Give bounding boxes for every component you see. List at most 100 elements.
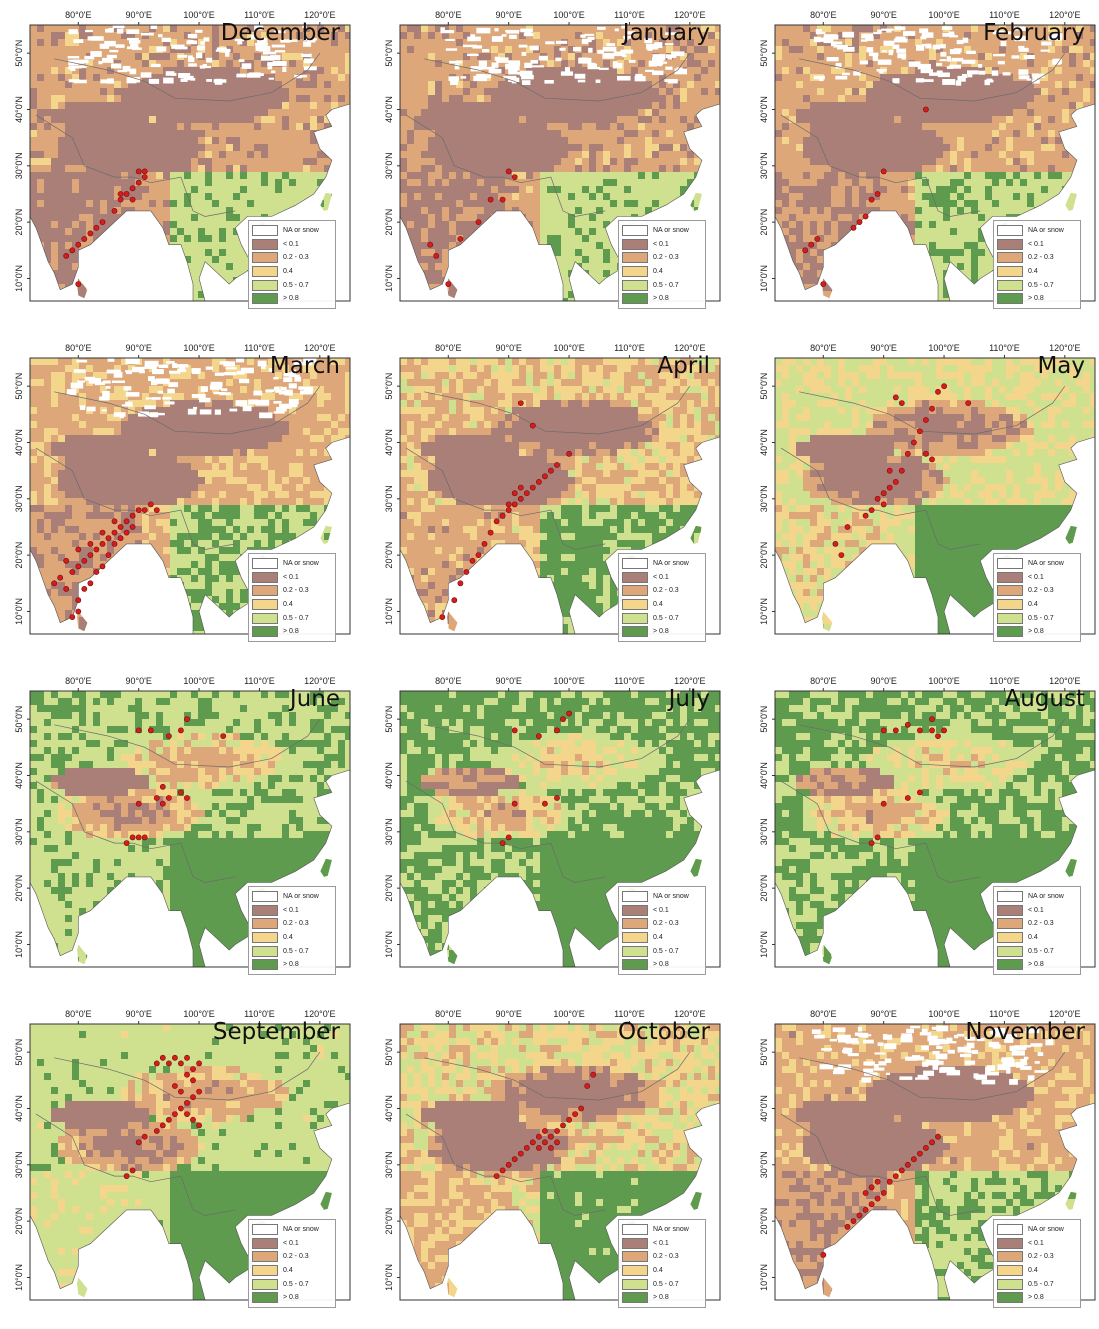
latitude-label: 30°0'N xyxy=(384,1151,394,1178)
legend-swatch xyxy=(622,959,648,970)
occurrence-point xyxy=(64,253,69,258)
legend-label: 0.4 xyxy=(653,601,663,608)
legend-swatch xyxy=(997,252,1023,263)
longitude-label: 100°0'E xyxy=(928,343,959,353)
legend-swatch xyxy=(997,239,1023,250)
month-title: September xyxy=(213,1019,340,1045)
legend-item: 0.5 - 0.7 xyxy=(622,278,702,292)
occurrence-point xyxy=(488,530,493,535)
latitude-label: 50°0'N xyxy=(759,373,769,400)
occurrence-point xyxy=(184,1055,189,1060)
longitude-label: 120°0'E xyxy=(304,343,335,353)
occurrence-point xyxy=(166,1061,171,1066)
occurrence-point xyxy=(190,1117,195,1122)
occurrence-point xyxy=(554,728,559,733)
occurrence-point xyxy=(82,236,87,241)
legend-item: > 0.8 xyxy=(252,625,332,639)
longitude-label: 100°0'E xyxy=(553,343,584,353)
month-title: March xyxy=(270,353,340,379)
legend-label: NA or snow xyxy=(1028,893,1064,900)
legend-item: NA or snow xyxy=(622,1223,702,1237)
occurrence-point xyxy=(554,795,559,800)
longitude-label: 110°0'E xyxy=(614,676,645,686)
legend-swatch xyxy=(997,1251,1023,1262)
legend-item: 0.5 - 0.7 xyxy=(997,278,1077,292)
occurrence-point xyxy=(100,541,105,546)
occurrence-point xyxy=(899,401,904,406)
legend-swatch xyxy=(997,891,1023,902)
legend-item: < 0.1 xyxy=(622,904,702,918)
legend-item: 0.4 xyxy=(997,1264,1077,1278)
legend-label: 0.2 - 0.3 xyxy=(283,920,309,927)
month-title: June xyxy=(290,686,340,712)
legend-label: > 0.8 xyxy=(283,295,299,302)
legend-item: > 0.8 xyxy=(997,958,1077,972)
longitude-label: 80°0'E xyxy=(810,343,836,353)
legend-label: < 0.1 xyxy=(653,1240,669,1247)
occurrence-point xyxy=(917,728,922,733)
legend-swatch xyxy=(997,1265,1023,1276)
occurrence-point xyxy=(942,384,947,389)
occurrence-point xyxy=(875,191,880,196)
legend-item: > 0.8 xyxy=(622,292,702,306)
legend-swatch xyxy=(997,558,1023,569)
longitude-label: 90°0'E xyxy=(126,1009,152,1019)
legend-label: < 0.1 xyxy=(653,241,669,248)
legend-item: > 0.8 xyxy=(622,1291,702,1305)
legend-item: 0.5 - 0.7 xyxy=(252,278,332,292)
legend-item: 0.5 - 0.7 xyxy=(252,944,332,958)
occurrence-point xyxy=(166,1117,171,1122)
legend-label: NA or snow xyxy=(283,1226,319,1233)
occurrence-point xyxy=(833,541,838,546)
occurrence-point xyxy=(76,282,81,287)
latitude-label: 50°0'N xyxy=(14,40,24,67)
occurrence-point xyxy=(446,282,451,287)
occurrence-point xyxy=(500,513,505,518)
longitude-label: 80°0'E xyxy=(435,676,461,686)
longitude-label: 90°0'E xyxy=(496,676,522,686)
legend-swatch xyxy=(622,946,648,957)
legend-item: < 0.1 xyxy=(997,238,1077,252)
latitude-label: 20°0'N xyxy=(759,209,769,236)
occurrence-point xyxy=(76,547,81,552)
occurrence-point xyxy=(500,1168,505,1173)
occurrence-point xyxy=(190,1067,195,1072)
occurrence-point xyxy=(172,1083,177,1088)
occurrence-point xyxy=(530,423,535,428)
legend-label: 0.5 - 0.7 xyxy=(283,948,309,955)
latitude-label: 50°0'N xyxy=(384,40,394,67)
legend-item: < 0.1 xyxy=(622,571,702,585)
legend-item: NA or snow xyxy=(622,224,702,238)
legend-swatch xyxy=(622,918,648,929)
occurrence-point xyxy=(929,728,934,733)
legend-item: 0.4 xyxy=(622,931,702,945)
latitude-label: 30°0'N xyxy=(14,818,24,845)
occurrence-point xyxy=(518,496,523,501)
legend-label: 0.4 xyxy=(283,1267,293,1274)
legend-item: > 0.8 xyxy=(252,958,332,972)
occurrence-point xyxy=(130,1168,135,1173)
legend-label: 0.2 - 0.3 xyxy=(1028,587,1054,594)
legend-label: 0.2 - 0.3 xyxy=(283,254,309,261)
legend-label: < 0.1 xyxy=(1028,574,1044,581)
occurrence-point xyxy=(88,581,93,586)
legend-swatch xyxy=(622,225,648,236)
longitude-label: 100°0'E xyxy=(183,10,214,20)
legend-swatch xyxy=(622,1292,648,1303)
latitude-label: 30°0'N xyxy=(759,1151,769,1178)
occurrence-point xyxy=(112,541,117,546)
legend-label: 0.5 - 0.7 xyxy=(1028,948,1054,955)
legend-label: 0.5 - 0.7 xyxy=(653,282,679,289)
occurrence-point xyxy=(184,1072,189,1077)
legend-swatch xyxy=(622,613,648,624)
occurrence-point xyxy=(518,485,523,490)
legend-swatch xyxy=(997,280,1023,291)
legend-label: NA or snow xyxy=(653,560,689,567)
